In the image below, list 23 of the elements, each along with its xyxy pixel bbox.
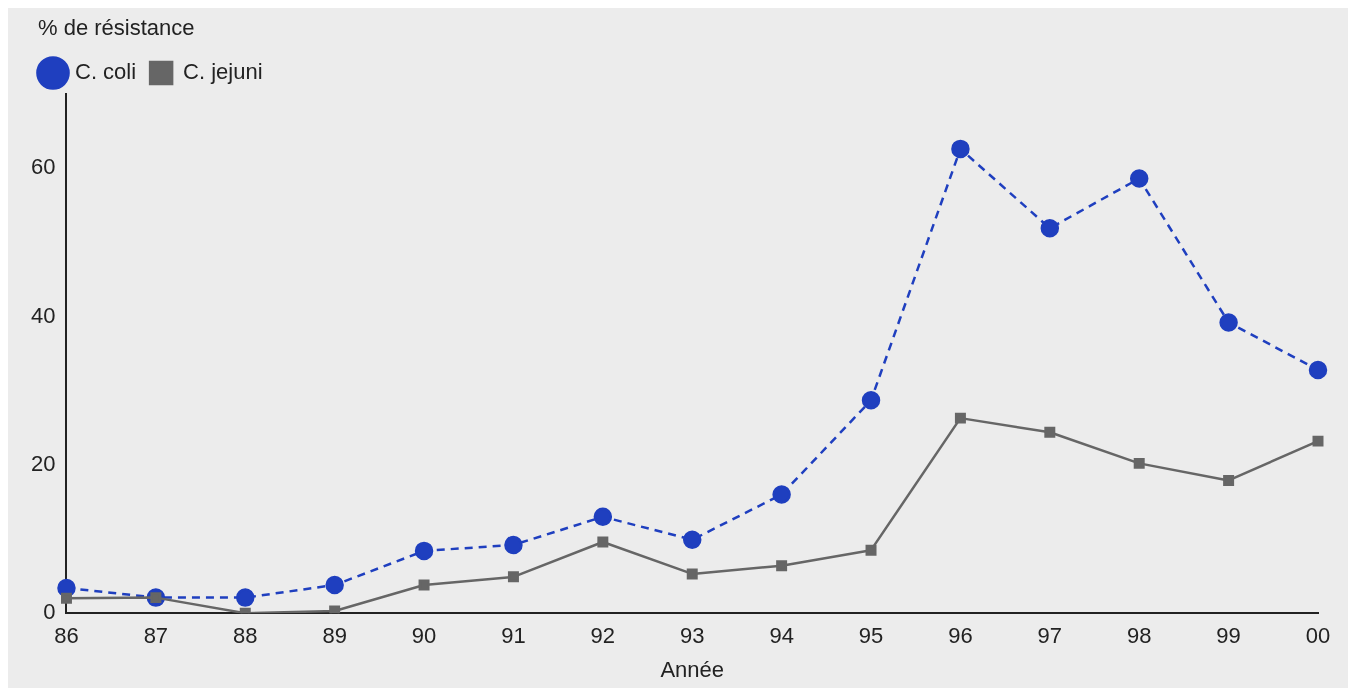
x-tick-label: 93 [679,623,705,649]
x-tick-label: 97 [1037,623,1063,649]
x-tick-label: 90 [411,623,437,649]
x-tick-label: 96 [948,623,973,649]
x-tick-label: 98 [1126,623,1152,649]
x-tick-label: 91 [501,623,526,649]
y-tick-label: 20 [30,450,56,476]
x-tick-label: 94 [769,623,794,649]
x-tick-label: 95 [858,623,884,649]
x-tick-label: 87 [143,623,169,649]
x-axis-title: Année [660,656,725,682]
y-axis-title: % de résistance [38,15,195,41]
legend-label: C. coli [75,59,137,85]
x-tick-label: 86 [54,623,79,649]
x-tick-label: 00 [1305,623,1331,649]
y-tick-label: 40 [30,302,56,328]
y-tick-label: 60 [30,154,56,180]
x-tick-label: 89 [322,623,347,649]
x-tick-label: 99 [1216,623,1241,649]
legend-label: C. jejuni [183,59,263,85]
x-tick-label: 92 [590,623,616,649]
y-tick-label: 0 [43,599,56,625]
x-tick-label: 88 [233,623,258,649]
